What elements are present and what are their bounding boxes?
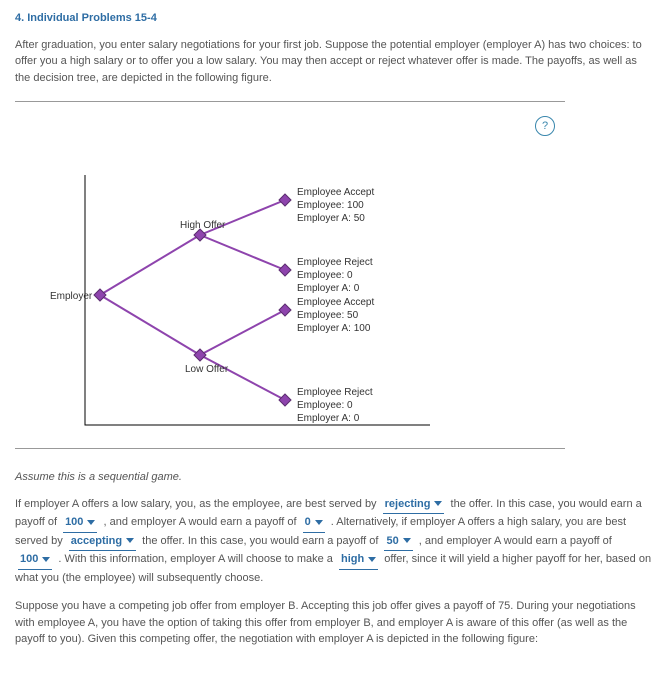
- dropdown-payoff-employee-low[interactable]: 100: [63, 514, 97, 533]
- dropdown-value: accepting: [71, 535, 122, 547]
- text-fragment: If employer A offers a low salary, you, …: [15, 498, 380, 510]
- dropdown-payoff-employer-high[interactable]: 100: [18, 551, 52, 570]
- dropdown-reject-accept-1[interactable]: rejecting: [383, 496, 445, 515]
- help-icon[interactable]: ?: [535, 116, 555, 136]
- tree-node-label: Employee AcceptEmployee: 50Employer A: 1…: [297, 296, 374, 335]
- chevron-down-icon: [434, 501, 442, 506]
- dropdown-payoff-employer-low[interactable]: 0: [303, 514, 325, 533]
- dropdown-reject-accept-2[interactable]: accepting: [69, 533, 136, 552]
- figure-separator-top: [15, 101, 565, 102]
- text-fragment: . With this information, employer A will…: [58, 553, 336, 565]
- decision-tree-figure: ? Employer High Offer Low Offer Employee Ac…: [15, 110, 565, 440]
- question-title: 4. Individual Problems 15-4: [15, 10, 655, 27]
- text-fragment: the offer. In this case, you would earn …: [142, 535, 381, 547]
- tree-node-label: Low Offer: [185, 363, 228, 376]
- dropdown-value: 50: [386, 535, 398, 547]
- figure-separator-bottom: [15, 448, 565, 449]
- figure-container: ? Employer High Offer Low Offer Employee Ac…: [15, 101, 565, 449]
- assumption-line: Assume this is a sequential game.: [15, 469, 655, 486]
- chevron-down-icon: [87, 520, 95, 525]
- dropdown-value: 100: [20, 553, 38, 565]
- chevron-down-icon: [126, 538, 134, 543]
- dropdown-value: rejecting: [385, 498, 431, 510]
- dropdown-value: high: [341, 553, 364, 565]
- chevron-down-icon: [403, 538, 411, 543]
- dropdown-high-low[interactable]: high: [339, 551, 378, 570]
- tree-node-label: Employer: [50, 290, 92, 303]
- text-fragment: , and employer A would earn a payoff of: [419, 535, 612, 547]
- text-fragment: , and employer A would earn a payoff of: [103, 516, 299, 528]
- tree-node-label: Employee RejectEmployee: 0Employer A: 0: [297, 256, 373, 295]
- dropdown-payoff-employee-high[interactable]: 50: [384, 533, 412, 552]
- tree-node-label: High Offer: [180, 219, 225, 232]
- answer-paragraph-2: Suppose you have a competing job offer f…: [15, 598, 655, 648]
- tree-node-label: Employee RejectEmployee: 0Employer A: 0: [297, 386, 373, 425]
- dropdown-value: 100: [65, 516, 83, 528]
- chevron-down-icon: [315, 520, 323, 525]
- decision-tree-svg: [70, 165, 450, 445]
- intro-paragraph: After graduation, you enter salary negot…: [15, 37, 655, 87]
- tree-node-label: Employee AcceptEmployee: 100Employer A: …: [297, 186, 374, 225]
- answer-paragraph-1: If employer A offers a low salary, you, …: [15, 496, 655, 587]
- chevron-down-icon: [42, 557, 50, 562]
- chevron-down-icon: [368, 557, 376, 562]
- dropdown-value: 0: [305, 516, 311, 528]
